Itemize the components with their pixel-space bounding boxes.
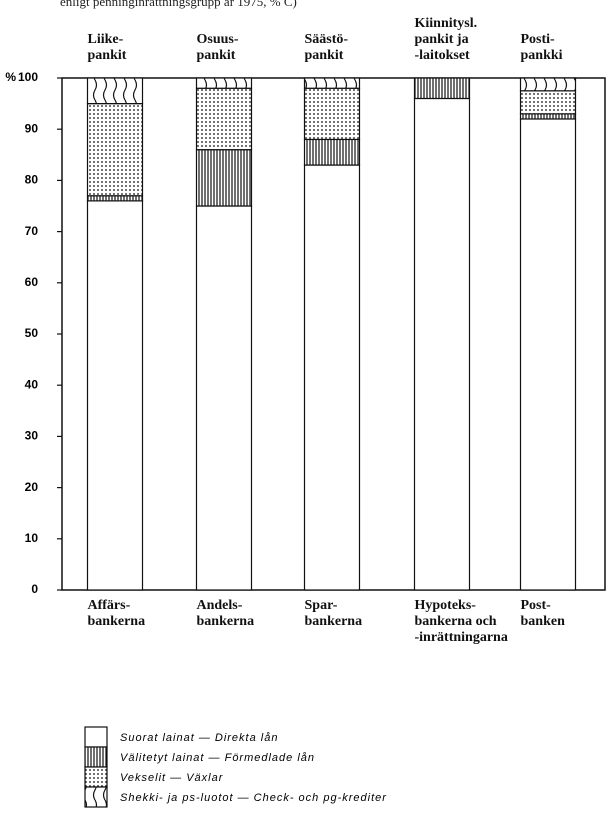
bar-segment — [195, 205, 253, 591]
y-tick-label: 100 — [18, 70, 38, 84]
legend-label: Suorat lainat — Direkta lån — [120, 732, 278, 744]
bar-segment — [519, 90, 577, 115]
bar-segment — [519, 77, 577, 92]
bar-segment — [195, 149, 253, 207]
bar-segment — [195, 77, 253, 89]
category-label: Posti- pankki — [520, 32, 563, 63]
y-tick-label: 0 — [31, 582, 38, 596]
bar-segment — [413, 97, 471, 591]
category-label-bottom: Hypoteks- bankerna och -inrättningarna — [414, 598, 508, 645]
legend-swatch — [84, 766, 108, 788]
chart-title: enligt penninginrättningsgrupp år 1975, … — [60, 0, 297, 9]
bar-segment — [195, 87, 253, 151]
bar-segment — [303, 77, 361, 89]
y-tick-label: 50 — [25, 326, 39, 340]
bar-segment — [303, 164, 361, 591]
bar-segment — [86, 102, 144, 197]
bar-segment — [519, 118, 577, 591]
legend-label: Shekki- ja ps-luotot — Check- och pg-kre… — [120, 792, 387, 804]
bar-segment — [86, 200, 144, 591]
y-tick-label: 80 — [25, 173, 39, 187]
bar-segment — [303, 87, 361, 141]
y-tick-label: 60 — [25, 275, 39, 289]
legend-swatch — [84, 786, 108, 808]
category-label: Osuus- pankit — [196, 32, 239, 63]
y-unit: % — [5, 70, 16, 84]
y-tick-label: 90 — [25, 121, 39, 135]
y-tick-label: 20 — [25, 480, 39, 494]
legend-swatch — [84, 746, 108, 768]
category-label-bottom: Post- banken — [520, 598, 565, 629]
legend-label: Välitetyt lainat — Förmedlade lån — [120, 752, 315, 764]
category-label: Liike- pankit — [87, 32, 127, 63]
bar-segment — [413, 77, 471, 100]
bar-segment — [303, 138, 361, 166]
category-label-bottom: Andels- bankerna — [196, 598, 255, 629]
bar-segment — [519, 113, 577, 120]
category-label-bottom: Affärs- bankerna — [87, 598, 146, 629]
legend-swatch — [84, 726, 108, 748]
y-tick-label: 10 — [25, 531, 39, 545]
legend-label: Vekselit — Växlar — [120, 772, 224, 784]
bar-segment — [86, 77, 144, 105]
y-tick-label: 40 — [25, 377, 39, 391]
y-tick-label: 70 — [25, 224, 39, 238]
category-label: Säästö- pankit — [304, 32, 349, 63]
category-label: Kiinnitysl. pankit ja -laitokset — [414, 16, 478, 63]
bar-segment — [86, 195, 144, 202]
category-label-bottom: Spar- bankerna — [304, 598, 363, 629]
y-tick-label: 30 — [25, 429, 39, 443]
